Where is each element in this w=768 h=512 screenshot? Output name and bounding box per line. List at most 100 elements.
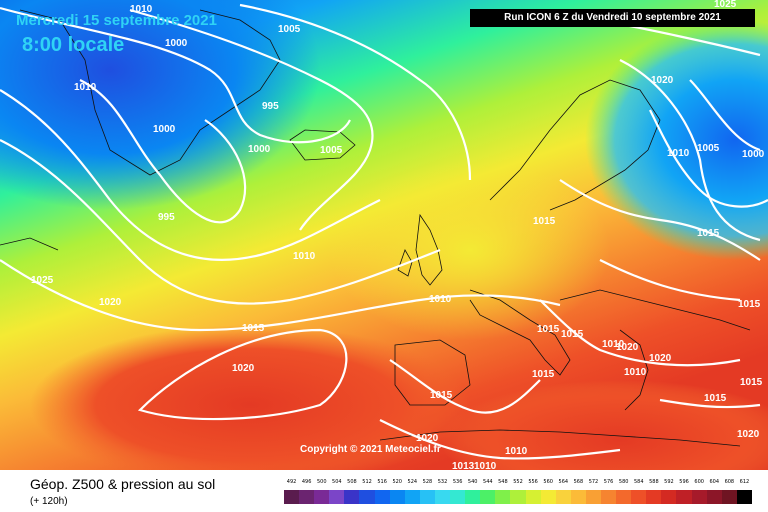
- scale-color-cell: [359, 490, 375, 504]
- scale-color-cell: [510, 490, 526, 504]
- color-scale-labels: 492 496 500 504 508 512 516 520 524 528 532 536 540 5…: [284, 480, 752, 488]
- scale-color-cell: [299, 490, 315, 504]
- scale-color-cell: [450, 490, 466, 504]
- isobar-label: 995: [262, 101, 279, 112]
- field-title: Géop. Z500 & pression au sol: [30, 476, 216, 492]
- scale-color-cell: [706, 490, 722, 504]
- isobar-label: 1015: [537, 324, 560, 335]
- isobar-label: 1000: [153, 124, 176, 135]
- run-info-box: Run ICON 6 Z du Vendredi 10 septembre 20…: [470, 9, 755, 27]
- scale-tick-label: 548: [498, 479, 508, 485]
- isobar-label: 1005: [697, 143, 720, 154]
- scale-tick-label: 604: [709, 479, 720, 485]
- scale-tick-label: 612: [739, 479, 750, 485]
- scale-color-cell: [344, 490, 360, 504]
- scale-tick-label: 508: [347, 479, 357, 485]
- isobar-label: 1020: [232, 363, 255, 374]
- scale-color-cell: [736, 490, 752, 504]
- scale-color-cell: [555, 490, 571, 504]
- isobar-label: 1005: [320, 145, 343, 156]
- scale-tick-label: 588: [649, 479, 659, 485]
- scale-color-cell: [374, 490, 390, 504]
- warm-anomaly-mediterranean: [440, 380, 768, 470]
- scale-tick-label: 540: [467, 479, 478, 485]
- scale-color-cell: [631, 490, 647, 504]
- isobar-label: 1010: [293, 251, 316, 262]
- isobar-label: 1013: [452, 461, 475, 471]
- scale-tick-label: 600: [694, 479, 704, 485]
- scale-tick-label: 608: [724, 479, 735, 485]
- copyright: Copyright © 2021 Meteociel.fr: [300, 444, 441, 455]
- isobars: [0, 3, 768, 460]
- scale-color-cell: [540, 490, 556, 504]
- isobar-label: 1010: [130, 4, 153, 15]
- scale-color-cell: [404, 490, 420, 504]
- isobar-label: 1000: [248, 144, 271, 155]
- isobar-label: 1015: [738, 299, 761, 310]
- isobar-label: 1015: [533, 216, 556, 227]
- scale-tick-label: 496: [301, 479, 312, 485]
- scale-tick-label: 580: [618, 479, 629, 485]
- scale-tick-label: 492: [286, 479, 297, 485]
- scale-color-cell: [419, 490, 435, 504]
- scale-tick-label: 552: [513, 479, 523, 485]
- map-canvas: [0, 0, 768, 470]
- scale-tick-label: 584: [633, 479, 644, 485]
- scale-color-cell: [389, 490, 405, 504]
- scale-tick-label: 504: [332, 479, 342, 485]
- isobar-label: 1025: [714, 0, 737, 10]
- scale-tick-label: 528: [422, 479, 433, 485]
- isobar-label: 1010: [602, 339, 625, 350]
- forecast-map: 1010 1000 1005 1010 995 1000 1000 1005 9…: [0, 0, 768, 470]
- scale-tick-label: 576: [603, 479, 614, 485]
- scale-tick-label: 500: [316, 479, 327, 485]
- lead-time: (+ 120h): [30, 496, 68, 507]
- isobar-label: 1020: [737, 429, 760, 440]
- scale-color-cell: [465, 490, 481, 504]
- isobar-label: 1020: [649, 353, 672, 364]
- warm-anomaly-atlantic: [30, 325, 470, 470]
- low-pressure-east: [585, 20, 768, 260]
- isobar-label: 1025: [31, 275, 54, 286]
- isobar-label: 1015: [242, 323, 265, 334]
- scale-color-cell: [721, 490, 737, 504]
- scale-tick-label: 564: [558, 479, 569, 485]
- scale-color-cell: [616, 490, 632, 504]
- isobar-label: 1015: [561, 329, 584, 340]
- scale-tick-label: 560: [543, 479, 553, 485]
- scale-tick-label: 532: [437, 479, 448, 485]
- scale-color-cell: [661, 490, 677, 504]
- color-scale-bar: [284, 490, 752, 504]
- isobar-label: 1020: [651, 75, 674, 86]
- isobar-label: 1015: [704, 393, 727, 404]
- isobar-label: 1015: [740, 377, 763, 388]
- scale-color-cell: [314, 490, 330, 504]
- isobar-label: 1020: [99, 297, 122, 308]
- coastlines: [0, 9, 751, 447]
- isobar-label: 1010: [74, 82, 97, 93]
- isobar-label: 1010: [667, 148, 690, 159]
- scale-color-cell: [585, 490, 601, 504]
- scale-tick-label: 520: [392, 479, 402, 485]
- isobar-label: 1015: [697, 228, 720, 239]
- isobar-label: 1000: [165, 38, 188, 49]
- scale-color-cell: [676, 490, 692, 504]
- scale-tick-label: 556: [528, 479, 538, 485]
- scale-color-cell: [646, 490, 662, 504]
- isobar-label: 1010: [429, 294, 452, 305]
- local-time: 8:00 locale: [22, 34, 125, 56]
- scale-color-cell: [691, 490, 707, 504]
- isobar-label: 1020: [416, 433, 439, 444]
- isobar-label: 1000: [742, 149, 765, 160]
- scale-tick-label: 536: [452, 479, 463, 485]
- scale-color-cell: [329, 490, 345, 504]
- scale-color-cell: [570, 490, 586, 504]
- isobar-label: 1015: [430, 390, 453, 401]
- scale-color-cell: [495, 490, 511, 504]
- scale-color-cell: [284, 490, 300, 504]
- isobar-label: 1010: [474, 461, 497, 471]
- isobar-label: 1020: [616, 342, 639, 353]
- valid-date: Mercredi 15 septembre 2021: [16, 12, 217, 29]
- scale-color-cell: [434, 490, 451, 504]
- run-info: Run ICON 6 Z du Vendredi 10 septembre 20…: [504, 12, 721, 23]
